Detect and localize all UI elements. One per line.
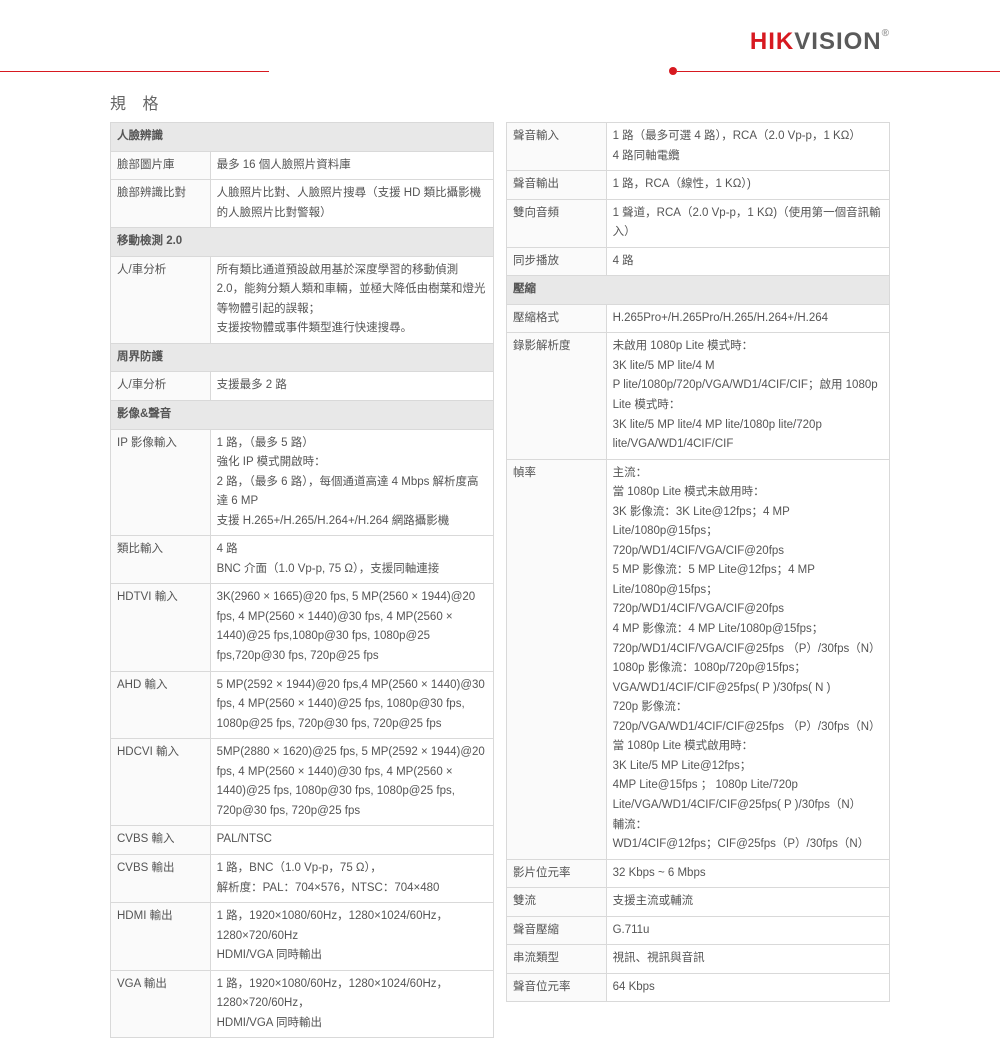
spec-value: 人臉照片比對、人臉照片搜尋（支援 HD 類比攝影機的人臉照片比對警報） bbox=[210, 180, 493, 228]
spec-row: 聲音輸入1 路（最多可選 4 路），RCA（2.0 Vp-p，1 KΩ） 4 路… bbox=[507, 123, 890, 171]
spec-value: 1 路，（最多 5 路） 強化 IP 模式開啟時： 2 路，（最多 6 路），每… bbox=[210, 429, 493, 536]
section-header: 壓縮 bbox=[507, 276, 890, 305]
spec-label: 雙流 bbox=[507, 888, 607, 917]
spec-value: 最多 16 個人臉照片資料庫 bbox=[210, 151, 493, 180]
spec-value: 3K(2960 × 1665)@20 fps, 5 MP(2560 × 1944… bbox=[210, 584, 493, 671]
spec-row: CVBS 輸出1 路，BNC（1.0 Vp-p，75 Ω）， 解析度：PAL：7… bbox=[111, 854, 494, 902]
spec-value: H.265Pro+/H.265Pro/H.265/H.264+/H.264 bbox=[606, 304, 889, 333]
page-title: 規 格 bbox=[110, 90, 890, 114]
right-column: 聲音輸入1 路（最多可選 4 路），RCA（2.0 Vp-p，1 KΩ） 4 路… bbox=[506, 122, 890, 1038]
spec-row: HDTVI 輸入3K(2960 × 1665)@20 fps, 5 MP(256… bbox=[111, 584, 494, 671]
spec-label: 聲音壓縮 bbox=[507, 916, 607, 945]
spec-label: 聲音輸出 bbox=[507, 171, 607, 200]
spec-row: 影片位元率32 Kbps ~ 6 Mbps bbox=[507, 859, 890, 888]
section-header-row: 周界防護 bbox=[111, 343, 494, 372]
spec-label: 同步播放 bbox=[507, 247, 607, 276]
logo-vision: VISION bbox=[794, 28, 881, 55]
spec-row: HDCVI 輸入5MP(2880 × 1620)@25 fps, 5 MP(25… bbox=[111, 739, 494, 826]
spec-label: 雙向音頻 bbox=[507, 199, 607, 247]
spec-row: 串流類型視訊、視訊與音訊 bbox=[507, 945, 890, 974]
spec-value: 1 路，1920×1080/60Hz，1280×1024/60Hz，1280×7… bbox=[210, 903, 493, 971]
spec-value: 1 路，BNC（1.0 Vp-p，75 Ω）， 解析度：PAL：704×576，… bbox=[210, 854, 493, 902]
spec-label: AHD 輸入 bbox=[111, 671, 211, 739]
divider-line bbox=[0, 70, 1000, 72]
spec-value: 1 路，1920×1080/60Hz，1280×1024/60Hz，1280×7… bbox=[210, 970, 493, 1038]
spec-value: 主流： 當 1080p Lite 模式未啟用時： 3K 影像流：3K Lite@… bbox=[606, 459, 889, 859]
spec-value: 5 MP(2592 × 1944)@20 fps,4 MP(2560 × 144… bbox=[210, 671, 493, 739]
spec-row: 聲音壓縮G.711u bbox=[507, 916, 890, 945]
spec-label: VGA 輸出 bbox=[111, 970, 211, 1038]
spec-value: 1 路（最多可選 4 路），RCA（2.0 Vp-p，1 KΩ） 4 路同軸電纜 bbox=[606, 123, 889, 171]
spec-value: 4 路 bbox=[606, 247, 889, 276]
spec-row: 臉部圖片庫最多 16 個人臉照片資料庫 bbox=[111, 151, 494, 180]
spec-value: G.711u bbox=[606, 916, 889, 945]
spec-label: 聲音輸入 bbox=[507, 123, 607, 171]
spec-label: HDCVI 輸入 bbox=[111, 739, 211, 826]
section-header: 移動檢測 2.0 bbox=[111, 228, 494, 257]
spec-row: 人/車分析所有類比通道預設啟用基於深度學習的移動偵測 2.0，能夠分類人類和車輛… bbox=[111, 256, 494, 343]
spec-label: 串流類型 bbox=[507, 945, 607, 974]
spec-row: VGA 輸出1 路，1920×1080/60Hz，1280×1024/60Hz，… bbox=[111, 970, 494, 1038]
section-header-row: 人臉辨識 bbox=[111, 123, 494, 152]
spec-row: 壓縮格式H.265Pro+/H.265Pro/H.265/H.264+/H.26… bbox=[507, 304, 890, 333]
spec-table-left: 人臉辨識臉部圖片庫最多 16 個人臉照片資料庫臉部辨識比對人臉照片比對、人臉照片… bbox=[110, 122, 494, 1038]
spec-label: CVBS 輸出 bbox=[111, 854, 211, 902]
spec-row: 人/車分析支援最多 2 路 bbox=[111, 372, 494, 401]
section-header: 影像&聲音 bbox=[111, 401, 494, 430]
spec-label: 影片位元率 bbox=[507, 859, 607, 888]
spec-label: 聲音位元率 bbox=[507, 973, 607, 1002]
spec-label: HDMI 輸出 bbox=[111, 903, 211, 971]
section-header-row: 影像&聲音 bbox=[111, 401, 494, 430]
spec-label: 臉部辨識比對 bbox=[111, 180, 211, 228]
spec-label: 錄影解析度 bbox=[507, 333, 607, 459]
spec-row: IP 影像輸入1 路，（最多 5 路） 強化 IP 模式開啟時： 2 路，（最多… bbox=[111, 429, 494, 536]
spec-row: 雙流支援主流或輔流 bbox=[507, 888, 890, 917]
spec-value: 64 Kbps bbox=[606, 973, 889, 1002]
spec-row: CVBS 輸入PAL/NTSC bbox=[111, 826, 494, 855]
spec-value: 4 路 BNC 介面（1.0 Vp-p, 75 Ω），支援同軸連接 bbox=[210, 536, 493, 584]
spec-label: 人/車分析 bbox=[111, 372, 211, 401]
spec-value: 視訊、視訊與音訊 bbox=[606, 945, 889, 974]
spec-label: 類比輸入 bbox=[111, 536, 211, 584]
brand-logo: HIKVISION® bbox=[750, 28, 890, 56]
spec-label: 壓縮格式 bbox=[507, 304, 607, 333]
spec-value: 32 Kbps ~ 6 Mbps bbox=[606, 859, 889, 888]
spec-row: HDMI 輸出1 路，1920×1080/60Hz，1280×1024/60Hz… bbox=[111, 903, 494, 971]
spec-value: 1 聲道，RCA（2.0 Vp-p，1 KΩ)（使用第一個音訊輸入） bbox=[606, 199, 889, 247]
left-column: 人臉辨識臉部圖片庫最多 16 個人臉照片資料庫臉部辨識比對人臉照片比對、人臉照片… bbox=[110, 122, 494, 1038]
spec-value: 未啟用 1080p Lite 模式時： 3K lite/5 MP lite/4 … bbox=[606, 333, 889, 459]
spec-row: AHD 輸入5 MP(2592 × 1944)@20 fps,4 MP(2560… bbox=[111, 671, 494, 739]
spec-label: 人/車分析 bbox=[111, 256, 211, 343]
spec-row: 聲音位元率64 Kbps bbox=[507, 973, 890, 1002]
spec-value: PAL/NTSC bbox=[210, 826, 493, 855]
spec-row: 雙向音頻1 聲道，RCA（2.0 Vp-p，1 KΩ)（使用第一個音訊輸入） bbox=[507, 199, 890, 247]
section-header: 周界防護 bbox=[111, 343, 494, 372]
spec-row: 錄影解析度未啟用 1080p Lite 模式時： 3K lite/5 MP li… bbox=[507, 333, 890, 459]
logo-reg: ® bbox=[882, 28, 890, 39]
spec-value: 1 路，RCA（線性，1 KΩ）) bbox=[606, 171, 889, 200]
spec-label: IP 影像輸入 bbox=[111, 429, 211, 536]
section-header-row: 移動檢測 2.0 bbox=[111, 228, 494, 257]
spec-value: 支援最多 2 路 bbox=[210, 372, 493, 401]
spec-row: 聲音輸出1 路，RCA（線性，1 KΩ）) bbox=[507, 171, 890, 200]
spec-row: 類比輸入4 路 BNC 介面（1.0 Vp-p, 75 Ω），支援同軸連接 bbox=[111, 536, 494, 584]
spec-value: 5MP(2880 × 1620)@25 fps, 5 MP(2592 × 194… bbox=[210, 739, 493, 826]
spec-row: 幀率主流： 當 1080p Lite 模式未啟用時： 3K 影像流：3K Lit… bbox=[507, 459, 890, 859]
spec-value: 支援主流或輔流 bbox=[606, 888, 889, 917]
spec-label: HDTVI 輸入 bbox=[111, 584, 211, 671]
section-header: 人臉辨識 bbox=[111, 123, 494, 152]
logo-hik: HIK bbox=[750, 28, 794, 55]
spec-row: 臉部辨識比對人臉照片比對、人臉照片搜尋（支援 HD 類比攝影機的人臉照片比對警報… bbox=[111, 180, 494, 228]
section-header-row: 壓縮 bbox=[507, 276, 890, 305]
spec-value: 所有類比通道預設啟用基於深度學習的移動偵測 2.0，能夠分類人類和車輛，並極大降… bbox=[210, 256, 493, 343]
spec-columns: 人臉辨識臉部圖片庫最多 16 個人臉照片資料庫臉部辨識比對人臉照片比對、人臉照片… bbox=[110, 122, 890, 1038]
spec-label: 幀率 bbox=[507, 459, 607, 859]
spec-label: 臉部圖片庫 bbox=[111, 151, 211, 180]
spec-table-right: 聲音輸入1 路（最多可選 4 路），RCA（2.0 Vp-p，1 KΩ） 4 路… bbox=[506, 122, 890, 1002]
spec-label: CVBS 輸入 bbox=[111, 826, 211, 855]
spec-row: 同步播放4 路 bbox=[507, 247, 890, 276]
